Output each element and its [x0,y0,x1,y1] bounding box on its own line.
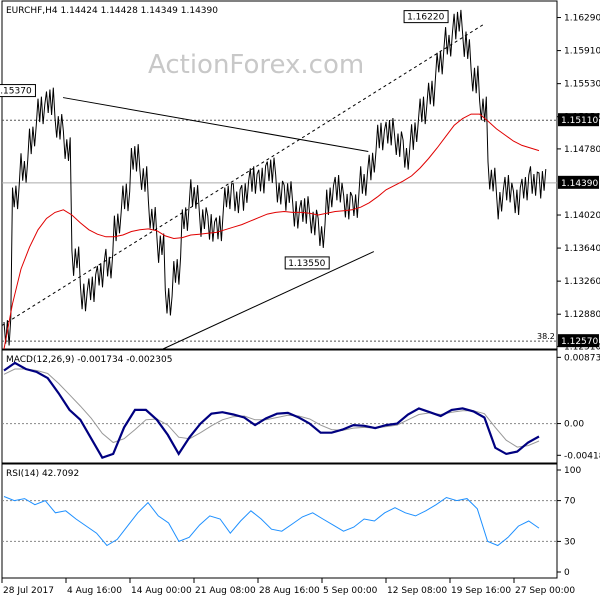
rsi-frame [1,463,558,579]
rsi-tick-label: 30 [564,537,576,547]
price-tick-label: 1.14020 [564,211,600,221]
last-price-bg [558,175,599,189]
macd-line [3,361,540,460]
macd-tick-label: 0.008732 [564,353,600,363]
level-label: 1.12570 [561,337,598,347]
x-tick-label: 28 Jul 2017 [3,586,54,596]
trendline-falling [62,97,369,153]
price-label-box [0,84,36,98]
rsi-line [3,496,540,547]
trendline-rising-support [162,251,375,350]
price-label-box [403,10,449,24]
price-tick-label: 1.13640 [564,244,600,254]
price-tick-label: 1.12510 [564,342,600,352]
price-series [3,9,547,346]
price-label: 1.15370 [0,87,32,97]
price-frame [1,0,558,350]
macd-title: MACD(12,26,9) -0.001734 -0.002305 [6,355,172,365]
level-label-bg [558,113,599,127]
x-tick-label: 21 Aug 08:00 [195,586,256,596]
macd-frame [1,349,558,464]
chart-title: EURCHF,H4 1.14424 1.14428 1.14349 1.1439… [6,6,218,16]
rsi-tick-label: 0 [564,568,570,578]
price-tick-label: 1.16290 [564,14,600,24]
rsi-tick-label: 70 [564,497,576,507]
x-tick-label: 28 Aug 16:00 [259,586,320,596]
level-label-bg [558,334,599,348]
macd-tick-label: -0.004184 [564,451,600,461]
price-panel: EURCHF,H4 1.14424 1.14428 1.14349 1.1439… [0,0,600,352]
price-tick-label: 1.14780 [564,145,600,155]
x-tick-label: 12 Sep 08:00 [387,586,447,596]
x-tick-label: 5 Sep 00:00 [323,586,378,596]
price-label-box [284,256,330,270]
price-label: 1.16220 [407,13,444,23]
sma-series [3,113,540,350]
x-tick-label: 27 Sep 00:00 [515,586,575,596]
price-tick-label: 1.15530 [564,80,600,90]
macd-tick-label: 0.00 [564,420,584,430]
x-tick-label: 14 Aug 00:00 [131,586,192,596]
macd-panel: MACD(12,26,9) -0.001734 -0.002305 0.00873… [1,349,600,464]
rsi-tick-label: 100 [564,466,581,476]
price-tick-label: 1.15910 [564,47,600,57]
x-tick-label: 19 Sep 16:00 [451,586,511,596]
x-tick-label: 4 Aug 16:00 [67,586,122,596]
price-label: 1.13550 [288,259,325,269]
rsi-panel: RSI(14) 42.7092 100 70 30 0 [1,463,581,579]
level-note: 38.2 [537,332,555,341]
price-tick-label: 1.12880 [564,310,600,320]
last-price-label: 1.14390 [561,179,598,189]
price-tick-label: 1.13260 [564,277,600,287]
macd-signal-line [3,368,540,448]
rsi-title: RSI(14) 42.7092 [6,469,79,479]
watermark: ActionForex.com [148,50,364,80]
level-label: 1.15110 [561,116,598,126]
x-axis: 28 Jul 2017 4 Aug 16:00 14 Aug 00:00 21 Aug… [1,578,575,596]
trendline-rising-channel [1,23,486,326]
